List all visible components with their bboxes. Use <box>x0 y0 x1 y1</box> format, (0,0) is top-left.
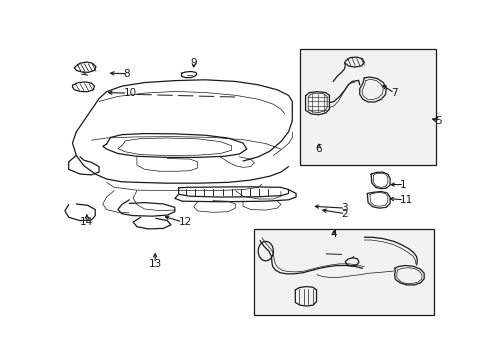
Text: 3: 3 <box>341 203 347 213</box>
Bar <box>299 49 435 165</box>
Text: 8: 8 <box>123 69 130 79</box>
Text: 9: 9 <box>190 58 197 68</box>
Text: 4: 4 <box>330 229 337 239</box>
Text: 6: 6 <box>315 144 322 153</box>
Text: 2: 2 <box>341 209 347 219</box>
Text: 7: 7 <box>390 88 397 98</box>
Bar <box>254 229 433 315</box>
Text: 11: 11 <box>400 195 413 205</box>
Text: 5: 5 <box>435 116 441 126</box>
Text: 14: 14 <box>80 217 93 227</box>
Text: 1: 1 <box>400 180 406 190</box>
Text: 12: 12 <box>178 217 191 227</box>
Text: 13: 13 <box>148 258 162 269</box>
Text: 10: 10 <box>123 88 137 98</box>
